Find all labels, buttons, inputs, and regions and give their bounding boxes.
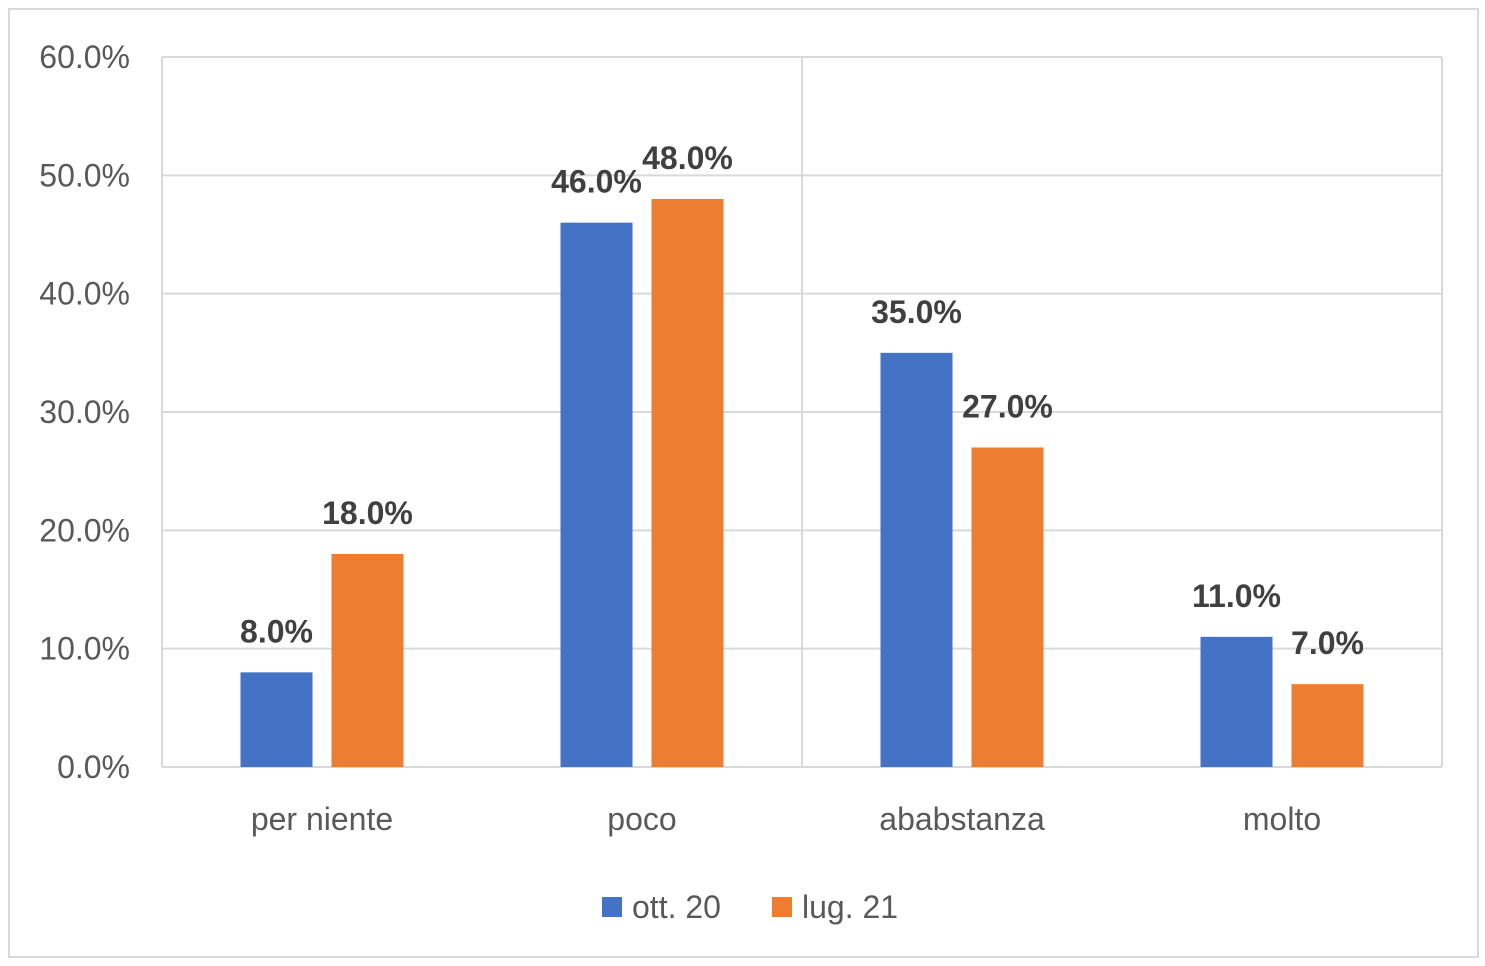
bars [240,199,1364,767]
bar [331,554,404,767]
y-tick-label: 60.0% [39,39,130,75]
legend: ott. 20 lug. 21 [602,889,898,925]
bar [971,447,1044,767]
x-tick-label: per niente [251,801,393,837]
bar [560,222,633,767]
data-label: 7.0% [1291,625,1364,661]
x-tick-label: poco [607,801,676,837]
bar [1291,684,1364,767]
legend-label: lug. 21 [802,889,898,925]
bar [880,352,953,767]
bar [651,199,724,767]
x-axis-ticks: per niente poco ababstanza molto [251,801,1321,837]
data-label: 8.0% [240,613,313,649]
y-axis-ticks: 0.0% 10.0% 20.0% 30.0% 40.0% 50.0% 60.0% [39,39,130,785]
data-label: 11.0% [1192,578,1281,614]
bar-chart: 0.0% 10.0% 20.0% 30.0% 40.0% 50.0% 60.0% 8.0% 1… [39,39,1443,925]
chart-frame: 0.0% 10.0% 20.0% 30.0% 40.0% 50.0% 60.0% 8.0% 1… [8,8,1479,958]
data-label: 27.0% [962,389,1053,425]
bar [240,672,313,767]
legend-swatch [772,897,792,917]
legend-label: ott. 20 [632,889,721,925]
data-label: 35.0% [871,294,962,330]
y-tick-label: 50.0% [39,157,130,193]
data-label: 48.0% [642,140,733,176]
data-label: 18.0% [322,495,413,531]
y-tick-label: 40.0% [39,276,130,312]
y-tick-label: 0.0% [57,749,130,785]
legend-swatch [602,897,622,917]
y-tick-label: 30.0% [39,394,130,430]
y-tick-label: 10.0% [39,631,130,667]
y-tick-label: 20.0% [39,512,130,548]
data-label: 46.0% [551,164,642,200]
x-tick-label: ababstanza [879,801,1045,837]
data-labels: 8.0% 18.0% 46.0%48.0% 35.0% 27.0% 11.0% 7.0% [240,140,1364,661]
bar [1200,636,1273,767]
x-tick-label: molto [1243,801,1321,837]
